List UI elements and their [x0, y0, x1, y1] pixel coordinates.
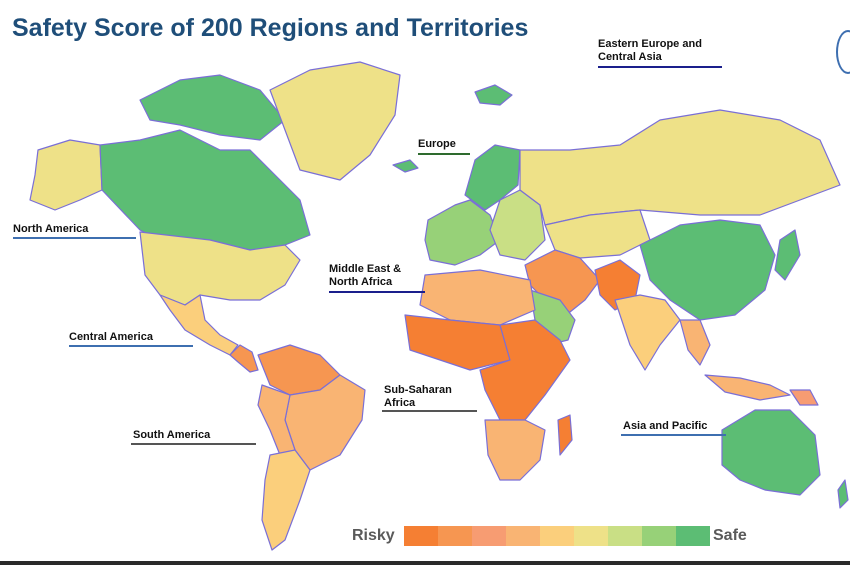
west-africa-region [404, 314, 511, 371]
bottom-rule [0, 561, 850, 565]
legend-swatch-9 [676, 526, 710, 546]
madagascar-region [557, 414, 573, 456]
label-eastern-europe: Eastern Europe and Central Asia [598, 38, 702, 63]
label-mena: Middle East & North Africa [329, 263, 402, 288]
middle-east-region [524, 249, 601, 321]
legend-swatch-2 [438, 526, 472, 546]
legend-color-scale [404, 526, 710, 546]
legend-swatch-3 [472, 526, 506, 546]
underline-sub-saharan [382, 410, 477, 412]
legend-swatch-8 [642, 526, 676, 546]
label-sub-saharan: Sub-Saharan Africa [384, 384, 452, 409]
legend-safe-label: Safe [713, 527, 747, 544]
russia-region [519, 109, 841, 226]
underline-asia-pacific [621, 434, 726, 436]
europe-west-region [424, 199, 501, 266]
svalbard-region [474, 84, 513, 106]
north-africa-region [419, 269, 536, 326]
underline-europe [418, 153, 470, 155]
indonesia-region [704, 374, 791, 401]
png-region [789, 389, 819, 406]
underline-south-america [131, 443, 256, 445]
legend-swatch-1 [404, 526, 438, 546]
legend-risky-label: Risky [352, 527, 395, 544]
page-title: Safety Score of 200 Regions and Territor… [12, 14, 529, 42]
underline-central-america [69, 345, 193, 347]
mexico-region [159, 294, 239, 356]
australia-region [721, 409, 821, 496]
china-region [639, 219, 776, 321]
label-asia-pacific: Asia and Pacific [623, 420, 708, 432]
central-america-region [229, 344, 259, 373]
southern-africa-region [484, 419, 546, 481]
southeast-asia-region [679, 319, 711, 366]
canada-region [99, 129, 311, 251]
legend-swatch-4 [506, 526, 540, 546]
label-south-america: South America [133, 429, 211, 441]
legend-swatch-7 [608, 526, 642, 546]
label-europe: Europe [418, 138, 456, 150]
iceland-region [392, 159, 419, 173]
india-region [614, 294, 681, 371]
southern-cone-region [261, 449, 311, 551]
legend-swatch-5 [540, 526, 574, 546]
alaska-region [29, 139, 103, 211]
underline-north-america [13, 237, 136, 239]
new-zealand-region [837, 479, 849, 509]
legend-swatch-6 [574, 526, 608, 546]
underline-eastern-europe [598, 66, 722, 68]
label-central-america: Central America [69, 331, 153, 343]
scandinavia-region [464, 144, 521, 211]
label-north-america: North America [13, 223, 89, 235]
arctic-islands [139, 74, 286, 141]
underline-mena [329, 291, 425, 293]
greenland-region [269, 61, 401, 181]
japan-region [774, 229, 801, 281]
